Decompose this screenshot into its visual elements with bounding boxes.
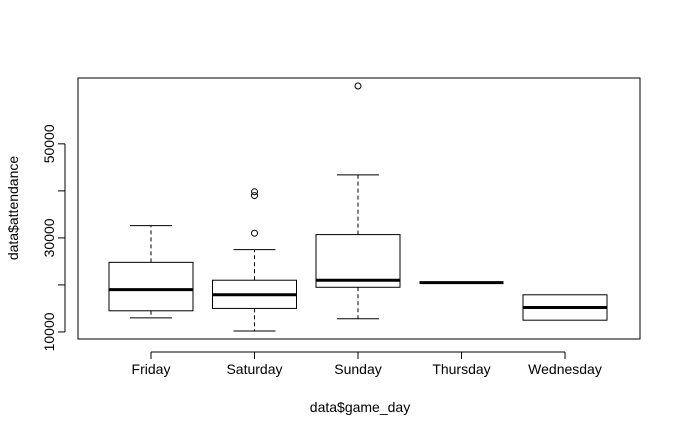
x-tick-label: Thursday <box>432 361 490 377</box>
x-tick-label: Sunday <box>334 361 381 377</box>
x-tick-label: Saturday <box>226 361 282 377</box>
x-axis: Friday Saturday Sunday Thursday Wednesday <box>132 351 602 377</box>
y-axis-label: data$attendance <box>5 156 21 261</box>
outlier-point <box>251 188 258 196</box>
x-tick-label: Friday <box>132 361 171 377</box>
box-friday <box>108 225 194 319</box>
iqr-box <box>315 234 401 288</box>
boxes-group <box>108 82 608 332</box>
iqr-box <box>108 261 194 312</box>
plot-frame <box>77 77 641 340</box>
y-tick-label: 30000 <box>41 218 57 257</box>
y-tick-label: 10000 <box>41 312 57 351</box>
x-tick-label: Wednesday <box>528 361 602 377</box>
box-sunday <box>315 82 401 320</box>
outlier-point <box>251 229 258 237</box>
box-wednesday <box>522 294 608 321</box>
y-axis: 10000 30000 50000 <box>41 124 66 351</box>
outlier-point <box>251 192 258 200</box>
box-saturday <box>212 188 297 332</box>
x-axis-label: data$game_day <box>310 399 410 415</box>
y-tick-label: 50000 <box>41 124 57 163</box>
outlier-point <box>354 82 362 90</box>
